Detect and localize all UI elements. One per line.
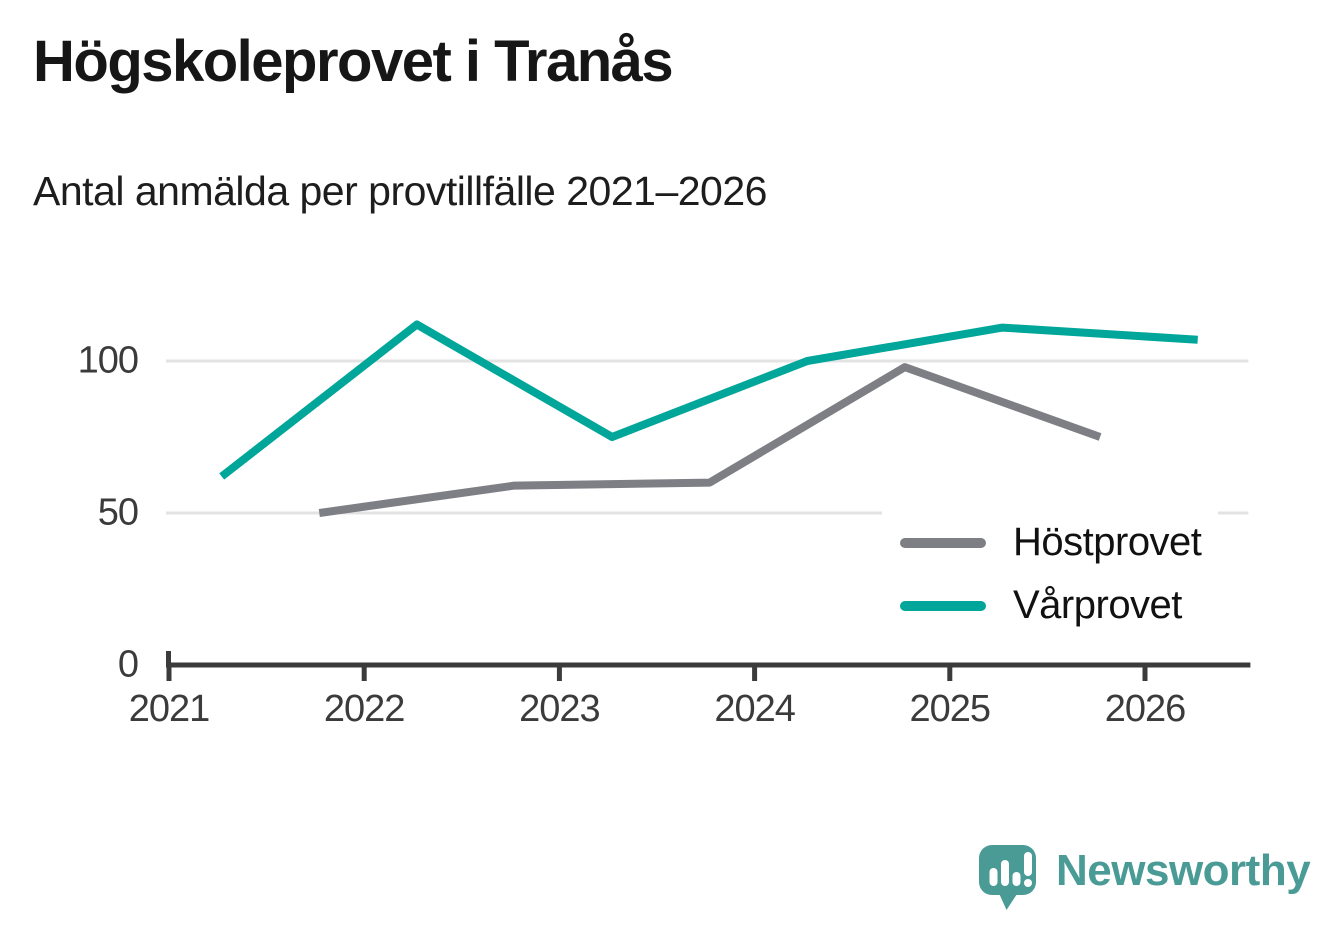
chart-subtitle: Antal anmälda per provtillfälle 2021–202… [33, 168, 767, 214]
legend-item: Vårprovet [900, 583, 1218, 628]
x-axis-label-2024: 2024 [714, 688, 796, 730]
newsworthy-logo-icon [979, 845, 1036, 910]
y-axis-label-0: 0 [117, 643, 139, 686]
legend-swatch-hstprovet [900, 537, 986, 548]
newsworthy-wordmark: Newsworthy [1056, 846, 1311, 895]
x-axis-label-2021: 2021 [128, 688, 211, 730]
series-line-hstprovet [318, 363, 1102, 517]
x-axis-label-2023: 2023 [519, 688, 601, 730]
chart-title: Högskoleprovet i Tranås [33, 29, 674, 94]
legend-swatch-vrprovet [900, 600, 986, 611]
x-axis-label-2022: 2022 [323, 688, 406, 730]
legend-label: Vårprovet [1013, 583, 1182, 627]
legend-item: Höstprovet [900, 520, 1218, 565]
legend-label: Höstprovet [1013, 520, 1202, 564]
series-line-vrprovet [219, 320, 1198, 480]
x-axis-label-2025: 2025 [909, 688, 992, 730]
y-axis-label-100: 100 [77, 339, 139, 382]
y-axis-label-50: 50 [97, 491, 139, 534]
x-axis-label-2026: 2026 [1104, 688, 1187, 730]
newsworthy-logo: Newsworthy [979, 845, 1311, 911]
legend: Höstprovet Vårprovet [882, 510, 1218, 652]
